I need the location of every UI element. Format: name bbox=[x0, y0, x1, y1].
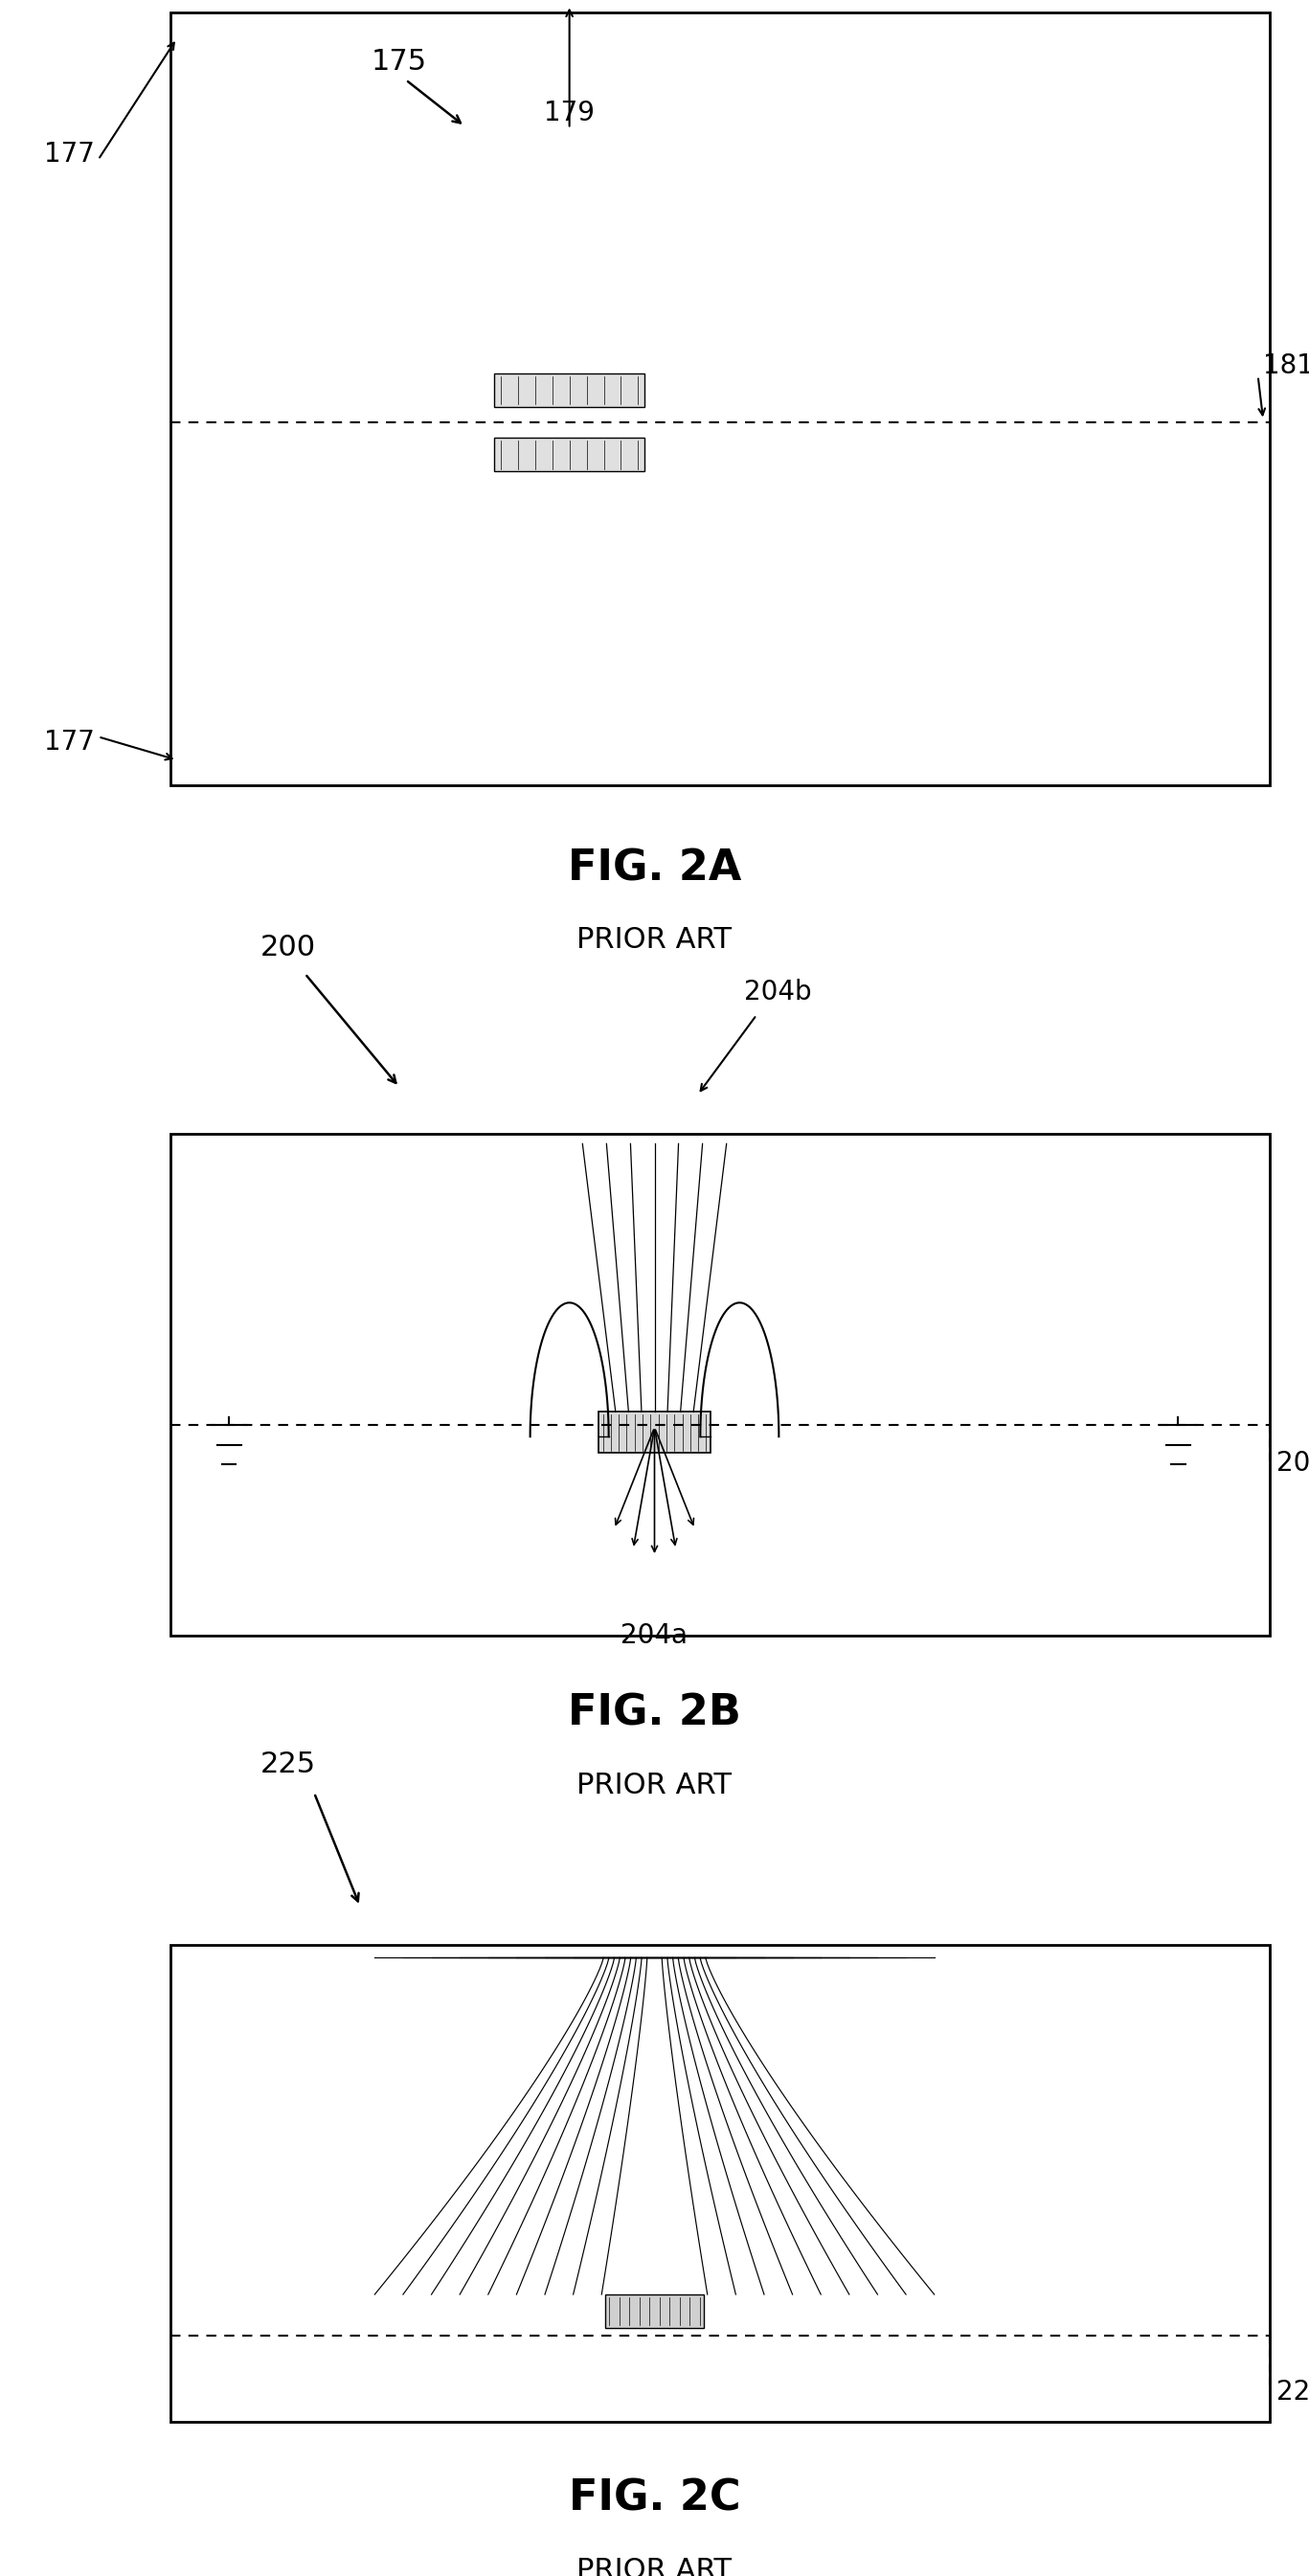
Text: FIG. 2B: FIG. 2B bbox=[568, 1692, 741, 1734]
Text: 202: 202 bbox=[1276, 1450, 1309, 1476]
Text: 177: 177 bbox=[43, 729, 94, 755]
Text: 179: 179 bbox=[545, 100, 594, 126]
Text: FIG. 2C: FIG. 2C bbox=[568, 2478, 741, 2519]
Text: 177: 177 bbox=[43, 142, 94, 167]
Text: 175: 175 bbox=[372, 49, 427, 75]
Bar bbox=[170, 13, 1270, 786]
Text: PRIOR ART: PRIOR ART bbox=[577, 2558, 732, 2576]
Text: 200: 200 bbox=[260, 935, 315, 961]
Text: 227: 227 bbox=[1276, 2378, 1309, 2406]
Text: 204a: 204a bbox=[620, 1623, 689, 1649]
Bar bbox=[170, 1133, 1270, 1636]
Text: 181: 181 bbox=[1263, 353, 1309, 379]
Text: 225: 225 bbox=[260, 1752, 315, 1777]
Bar bbox=[495, 438, 644, 471]
Text: 204b: 204b bbox=[744, 979, 812, 1005]
Bar bbox=[170, 1945, 1270, 2421]
Bar bbox=[606, 2295, 704, 2329]
Text: PRIOR ART: PRIOR ART bbox=[577, 927, 732, 953]
Text: PRIOR ART: PRIOR ART bbox=[577, 1772, 732, 1798]
Bar bbox=[600, 1412, 709, 1453]
Bar bbox=[495, 374, 644, 407]
Text: FIG. 2A: FIG. 2A bbox=[568, 848, 741, 889]
